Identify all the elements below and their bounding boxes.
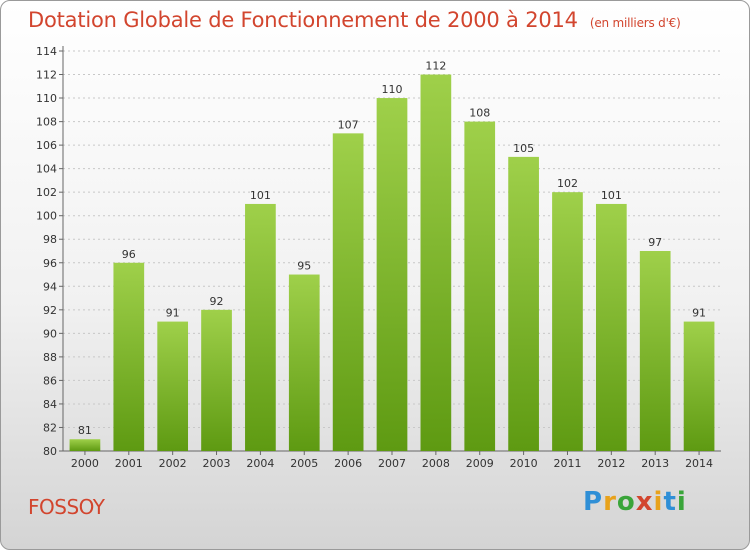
logo-letter: x <box>635 487 654 517</box>
logo-letter: t <box>663 487 677 517</box>
x-tick-label: 2006 <box>334 457 362 470</box>
value-label: 95 <box>297 260 311 273</box>
y-tick-label: 86 <box>43 374 57 387</box>
value-label: 92 <box>210 295 224 308</box>
value-label: 91 <box>166 307 180 320</box>
x-tick-label: 2005 <box>290 457 318 470</box>
y-tick-label: 92 <box>43 304 57 317</box>
bar-2010[interactable] <box>508 156 539 451</box>
value-label: 96 <box>122 248 136 261</box>
y-tick-label: 90 <box>43 327 57 340</box>
y-tick-label: 98 <box>43 233 57 246</box>
bar-2009[interactable] <box>464 121 496 452</box>
x-tick-label: 2008 <box>422 457 450 470</box>
y-tick-label: 88 <box>43 351 57 364</box>
x-tick-label: 2009 <box>466 457 494 470</box>
value-label: 101 <box>601 189 622 202</box>
x-tick-label: 2011 <box>553 457 581 470</box>
y-tick-label: 100 <box>36 210 57 223</box>
logo-letter: o <box>616 487 636 517</box>
bar-2003[interactable] <box>201 309 232 451</box>
bar-2007[interactable] <box>376 98 408 451</box>
chart-title: Dotation Globale de Fonctionnement de 20… <box>28 8 681 32</box>
value-label: 107 <box>338 118 359 131</box>
x-tick-label: 2007 <box>378 457 406 470</box>
bar-2014[interactable] <box>683 321 715 451</box>
bar-2013[interactable] <box>639 251 671 451</box>
y-tick-label: 112 <box>36 69 57 82</box>
x-tick-label: 2004 <box>246 457 274 470</box>
x-tick-label: 2000 <box>71 457 99 470</box>
y-tick-label: 102 <box>36 186 57 199</box>
bar-2012[interactable] <box>595 203 627 451</box>
value-label: 105 <box>513 142 534 155</box>
logo-letter: i <box>676 487 687 517</box>
logo-letter: r <box>603 487 617 517</box>
y-tick-label: 82 <box>43 421 57 434</box>
y-tick-label: 94 <box>43 280 57 293</box>
x-tick-label: 2012 <box>597 457 625 470</box>
value-label: 102 <box>557 177 578 190</box>
y-tick-label: 114 <box>36 45 57 58</box>
y-tick-label: 80 <box>43 445 57 458</box>
x-tick-label: 2003 <box>203 457 231 470</box>
x-tick-label: 2014 <box>685 457 713 470</box>
bar-2005[interactable] <box>288 274 320 451</box>
value-label: 91 <box>692 307 706 320</box>
chart-unit: (en milliers d'€) <box>589 16 681 30</box>
value-label: 110 <box>382 83 403 96</box>
x-tick-label: 2002 <box>159 457 187 470</box>
bar-2001[interactable] <box>113 262 145 451</box>
x-tick-label: 2001 <box>115 457 143 470</box>
bar-2002[interactable] <box>157 321 189 451</box>
y-tick-label: 110 <box>36 92 57 105</box>
y-tick-label: 104 <box>36 163 57 176</box>
value-label: 81 <box>78 424 92 437</box>
bar-2004[interactable] <box>245 203 276 451</box>
logo-letter: P <box>583 487 604 517</box>
value-label: 112 <box>425 60 446 73</box>
value-label: 97 <box>648 236 662 249</box>
x-tick-label: 2010 <box>510 457 538 470</box>
value-label: 101 <box>250 189 271 202</box>
value-label: 108 <box>469 107 490 120</box>
bar-2008[interactable] <box>420 74 452 451</box>
logo-letter: i <box>653 487 664 517</box>
bar-2000[interactable] <box>69 439 101 451</box>
y-tick-label: 96 <box>43 257 57 270</box>
x-tick-label: 2013 <box>641 457 669 470</box>
bar-2011[interactable] <box>552 192 583 452</box>
y-tick-label: 106 <box>36 139 57 152</box>
commune-name: FOSSOY <box>28 495 105 519</box>
y-tick-label: 84 <box>43 398 57 411</box>
proxiti-logo[interactable]: Proxiti <box>583 487 687 517</box>
y-tick-label: 108 <box>36 116 57 129</box>
bar-2006[interactable] <box>332 133 364 451</box>
